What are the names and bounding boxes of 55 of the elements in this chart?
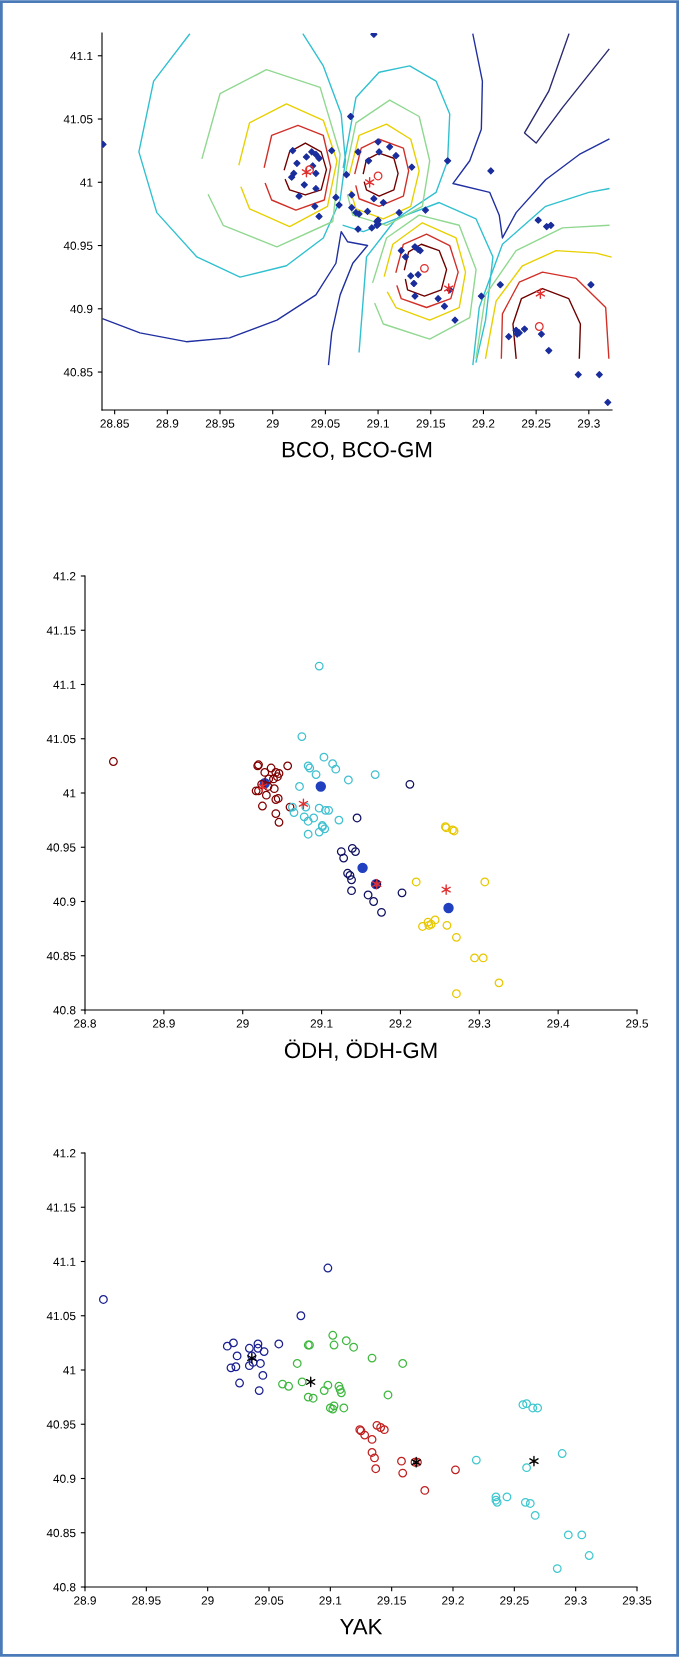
x-tick-label: 29.3 <box>564 1596 587 1605</box>
x-tick-label: 29.35 <box>622 1596 652 1605</box>
y-tick-label: 40.95 <box>46 843 76 852</box>
x-tick-label: 28.85 <box>100 419 129 428</box>
y-tick-label: 41 <box>63 789 76 798</box>
y-tick-label: 40.95 <box>46 1420 76 1429</box>
y-tick-label: 40.85 <box>46 951 76 961</box>
x-tick-label: 28.9 <box>152 1019 175 1028</box>
y-tick-label: 41.15 <box>46 1203 76 1212</box>
x-tick-label: 29 <box>236 1019 249 1028</box>
x-tick-label: 29.2 <box>442 1596 464 1605</box>
x-tick-label: 28.9 <box>74 1596 96 1605</box>
y-tick-label: 40.85 <box>46 1528 76 1538</box>
x-axis-title: BCO, BCO-GM <box>282 441 432 461</box>
x-tick-label: 29.4 <box>547 1019 570 1028</box>
x-tick-label: 29.25 <box>500 1596 529 1605</box>
y-tick-label: 41.2 <box>53 1149 76 1158</box>
x-tick-label: 29.15 <box>377 1596 406 1605</box>
x-tick-label: 29.05 <box>311 419 340 428</box>
y-tick-label: 41.2 <box>53 572 76 581</box>
x-tick-label: 29.1 <box>319 1596 342 1605</box>
x-tick-label: 29.2 <box>472 419 495 428</box>
x-tick-label: 29.1 <box>310 1019 333 1028</box>
y-tick-label: 40.9 <box>70 304 93 314</box>
y-tick-label: 40.9 <box>53 1474 76 1483</box>
x-tick-label: 28.8 <box>74 1019 96 1028</box>
y-tick-label: 40.95 <box>63 241 93 250</box>
x-tick-label: 29.15 <box>416 419 446 428</box>
y-tick-label: 41.1 <box>70 51 93 61</box>
x-tick-label: 29.1 <box>367 419 389 428</box>
y-tick-label: 41.05 <box>46 1311 76 1321</box>
y-tick-label: 40.9 <box>53 897 76 906</box>
y-tick-label: 41.1 <box>53 1257 76 1266</box>
x-tick-label: 29.05 <box>254 1596 284 1605</box>
x-tick-label: 29 <box>266 419 279 428</box>
x-tick-label: 29 <box>201 1596 214 1605</box>
x-tick-label: 29.25 <box>521 419 551 428</box>
y-tick-label: 41 <box>63 1366 76 1375</box>
x-tick-label: 29.3 <box>468 1019 491 1028</box>
y-tick-label: 40.8 <box>53 1583 76 1592</box>
y-tick-label: 41 <box>80 178 93 187</box>
x-tick-label: 29.5 <box>626 1019 648 1028</box>
x-tick-label: 29.3 <box>577 419 600 428</box>
y-tick-label: 41.15 <box>46 626 76 635</box>
y-tick-label: 41.05 <box>46 734 76 744</box>
x-axis-title: ÖDH, ÖDH-GM <box>284 1039 437 1061</box>
x-tick-label: 28.95 <box>132 1596 161 1605</box>
x-tick-label: 28.9 <box>156 419 179 428</box>
x-tick-label: 28.95 <box>205 419 235 428</box>
x-tick-label: 29.2 <box>389 1019 412 1028</box>
y-tick-label: 41.05 <box>63 115 93 124</box>
y-tick-label: 40.85 <box>63 368 93 377</box>
y-tick-label: 41.1 <box>53 680 76 689</box>
y-tick-label: 40.8 <box>53 1006 76 1015</box>
x-axis-title: YAK <box>340 1618 383 1635</box>
